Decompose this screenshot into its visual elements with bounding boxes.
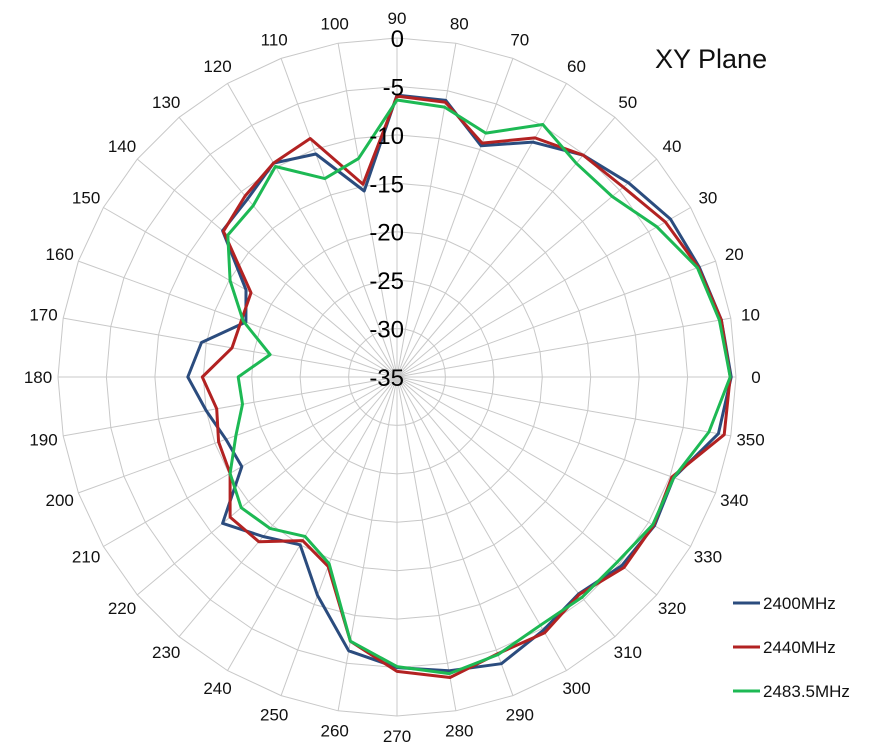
grid-spoke bbox=[396, 376, 716, 494]
grid-spoke bbox=[396, 376, 658, 596]
angle-tick-label: 60 bbox=[567, 57, 586, 76]
angle-tick-label: 190 bbox=[29, 430, 57, 449]
grid-spoke bbox=[136, 158, 398, 378]
angle-tick-label: 230 bbox=[152, 643, 180, 662]
grid-spoke bbox=[280, 376, 398, 696]
grid-spoke bbox=[78, 376, 398, 494]
radial-tick-label: -5 bbox=[383, 74, 404, 101]
legend-label: 2440MHz bbox=[763, 638, 836, 657]
grid-spoke bbox=[63, 376, 398, 437]
angle-tick-label: 120 bbox=[203, 57, 231, 76]
radial-labels: 0 -5 -10 -15 -20 -25 -30 -35 bbox=[369, 26, 404, 392]
angle-tick-label: 140 bbox=[108, 137, 136, 156]
angle-labels: 0 10 20 30 40 50 60 70 80 90 100 110 120 130 140 150 160… bbox=[24, 9, 765, 746]
grid-spoke bbox=[396, 58, 514, 378]
angle-tick-label: 80 bbox=[450, 15, 469, 34]
grid-spoke bbox=[396, 376, 691, 547]
angle-tick-label: 220 bbox=[108, 599, 136, 618]
angle-tick-label: 130 bbox=[152, 93, 180, 112]
angle-tick-label: 320 bbox=[658, 599, 686, 618]
angle-tick-label: 260 bbox=[321, 722, 349, 741]
angle-tick-label: 250 bbox=[260, 705, 288, 724]
grid-spoke bbox=[280, 58, 398, 378]
grid-spoke bbox=[78, 260, 398, 378]
grid-spoke bbox=[396, 376, 731, 437]
series-line-2440MHz bbox=[200, 94, 732, 679]
angle-tick-label: 180 bbox=[24, 368, 52, 387]
angle-tick-label: 90 bbox=[388, 9, 407, 28]
angle-tick-label: 70 bbox=[510, 31, 529, 50]
angle-tick-label: 300 bbox=[562, 679, 590, 698]
grid-spoke bbox=[136, 376, 398, 596]
series-line-2400MHz bbox=[186, 93, 733, 673]
angle-tick-label: 290 bbox=[506, 705, 534, 724]
radial-tick-label: -35 bbox=[369, 365, 404, 392]
angle-tick-label: 10 bbox=[741, 306, 760, 325]
grid-spoke bbox=[63, 317, 398, 378]
angle-tick-label: 280 bbox=[445, 722, 473, 741]
grid-spoke bbox=[227, 376, 398, 671]
angle-tick-label: 0 bbox=[751, 368, 760, 387]
angle-tick-label: 310 bbox=[614, 643, 642, 662]
radial-tick-label: 0 bbox=[391, 26, 404, 53]
chart-title: XY Plane bbox=[655, 44, 767, 74]
grid-spoke bbox=[337, 43, 398, 378]
grid-spoke bbox=[396, 158, 658, 378]
angle-tick-label: 350 bbox=[736, 430, 764, 449]
legend-label: 2400MHz bbox=[763, 594, 836, 613]
angle-tick-label: 20 bbox=[725, 245, 744, 264]
grid-spoke bbox=[178, 116, 398, 378]
angle-tick-label: 340 bbox=[720, 491, 748, 510]
grid-spoke bbox=[396, 376, 514, 696]
series-lines bbox=[186, 93, 733, 679]
grid-spoke bbox=[396, 207, 691, 378]
angle-tick-label: 330 bbox=[694, 548, 722, 567]
legend-label: 2483.5MHz bbox=[763, 682, 850, 701]
angle-tick-label: 50 bbox=[618, 93, 637, 112]
grid-spoke bbox=[396, 376, 457, 711]
grid-spoke bbox=[103, 376, 398, 547]
angle-tick-label: 30 bbox=[698, 189, 717, 208]
radial-tick-label: -15 bbox=[369, 171, 404, 198]
angle-tick-label: 110 bbox=[261, 31, 288, 50]
grid-spoke bbox=[396, 43, 457, 378]
angle-tick-label: 100 bbox=[321, 15, 349, 34]
radial-tick-label: -10 bbox=[369, 123, 404, 150]
grid-spoke bbox=[396, 260, 716, 378]
grid-spoke bbox=[396, 83, 567, 378]
radial-tick-label: -30 bbox=[369, 317, 404, 344]
series-line-2483.5MHz bbox=[226, 98, 732, 676]
angle-tick-label: 210 bbox=[72, 548, 100, 567]
grid-spoke bbox=[178, 376, 398, 638]
radial-tick-label: -25 bbox=[369, 268, 404, 295]
grid-spoke bbox=[337, 376, 398, 711]
angle-tick-label: 150 bbox=[72, 189, 100, 208]
radial-tick-label: -20 bbox=[369, 220, 404, 247]
grid-spoke bbox=[227, 83, 398, 378]
angle-tick-label: 170 bbox=[29, 306, 57, 325]
angle-tick-label: 40 bbox=[663, 137, 682, 156]
grid-spoke bbox=[396, 317, 731, 378]
angle-tick-label: 240 bbox=[203, 679, 231, 698]
angle-tick-label: 200 bbox=[46, 491, 74, 510]
legend: 2400MHz 2440MHz 2483.5MHz bbox=[733, 594, 850, 701]
angle-tick-label: 270 bbox=[383, 727, 411, 746]
grid-spoke bbox=[396, 376, 567, 671]
grid-spoke bbox=[396, 116, 616, 378]
angle-tick-label: 160 bbox=[46, 245, 74, 264]
